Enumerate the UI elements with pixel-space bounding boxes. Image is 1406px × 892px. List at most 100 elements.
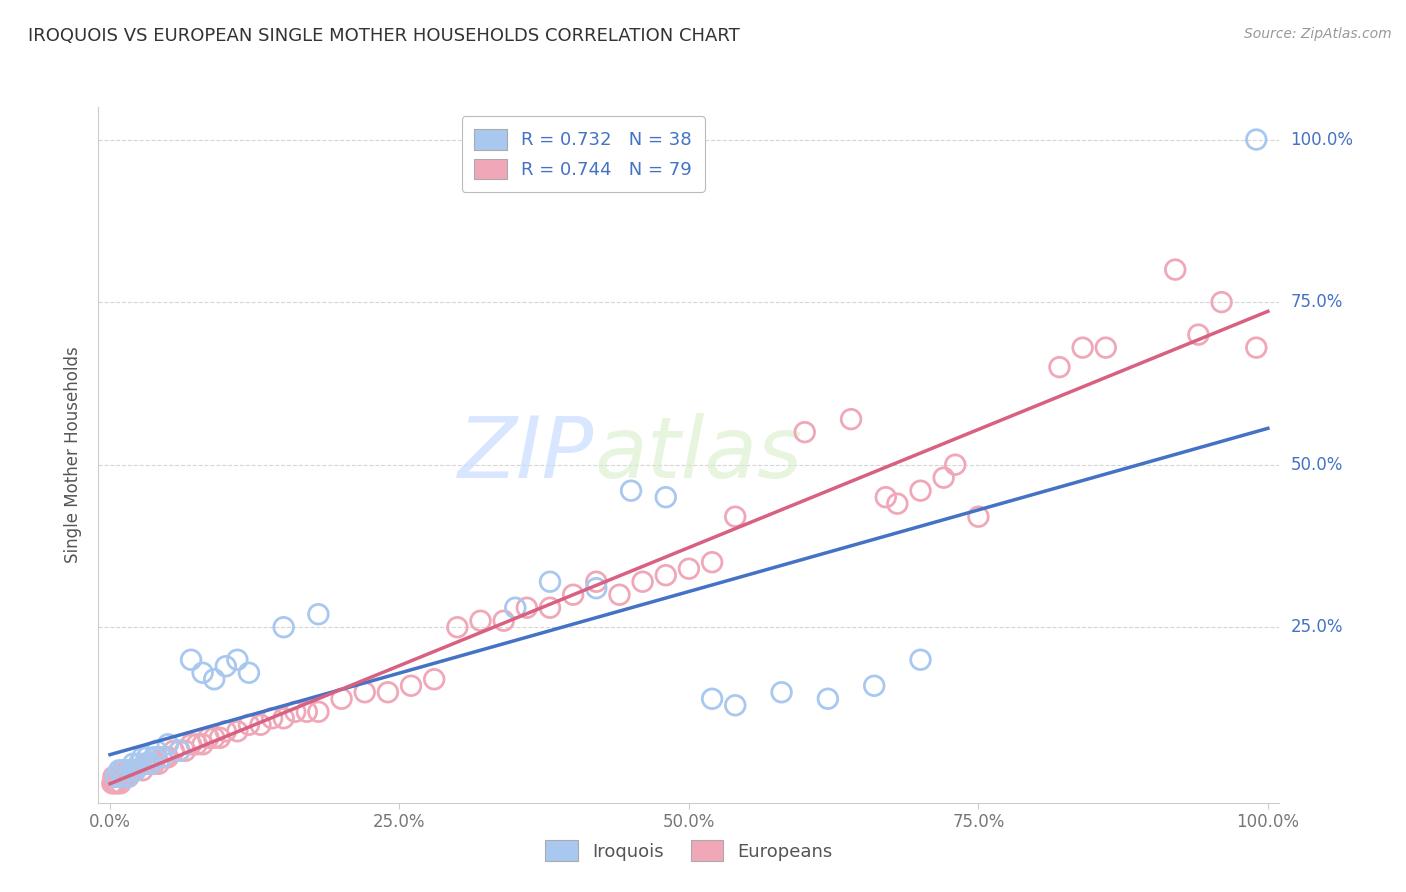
Point	[104, 776, 127, 790]
Point	[585, 574, 607, 589]
Point	[120, 764, 142, 778]
Point	[103, 770, 125, 784]
Point	[150, 750, 173, 764]
Point	[631, 574, 654, 589]
Point	[169, 744, 191, 758]
Point	[120, 764, 142, 778]
Point	[1094, 341, 1116, 355]
Point	[131, 750, 153, 764]
Point	[655, 568, 678, 582]
Point	[503, 600, 526, 615]
Point	[446, 620, 468, 634]
Point	[655, 490, 678, 504]
Point	[124, 764, 146, 778]
Point	[817, 691, 839, 706]
Point	[724, 698, 747, 713]
Point	[169, 744, 191, 758]
Point	[910, 653, 932, 667]
Point	[238, 665, 260, 680]
Point	[143, 756, 166, 771]
Point	[110, 770, 132, 784]
Point	[1211, 295, 1233, 310]
Text: Source: ZipAtlas.com: Source: ZipAtlas.com	[1244, 27, 1392, 41]
Point	[122, 764, 145, 778]
Point	[238, 718, 260, 732]
Point	[180, 737, 202, 751]
Point	[202, 672, 225, 686]
Y-axis label: Single Mother Households: Single Mother Households	[65, 347, 83, 563]
Point	[273, 711, 295, 725]
Point	[377, 685, 399, 699]
Point	[875, 490, 897, 504]
Point	[492, 614, 515, 628]
Point	[538, 600, 561, 615]
Point	[110, 770, 132, 784]
Point	[1187, 327, 1209, 342]
Point	[112, 764, 135, 778]
Point	[538, 574, 561, 589]
Point	[128, 756, 150, 771]
Point	[284, 705, 307, 719]
Text: 75.0%: 75.0%	[1291, 293, 1343, 311]
Point	[353, 685, 375, 699]
Point	[863, 679, 886, 693]
Point	[150, 750, 173, 764]
Point	[197, 731, 219, 745]
Point	[620, 483, 643, 498]
Point	[770, 685, 793, 699]
Point	[104, 770, 127, 784]
Text: 25.0%: 25.0%	[1291, 618, 1343, 636]
Point	[111, 764, 134, 778]
Point	[128, 756, 150, 771]
Point	[330, 691, 353, 706]
Point	[145, 744, 167, 758]
Point	[186, 737, 208, 751]
Text: IROQUOIS VS EUROPEAN SINGLE MOTHER HOUSEHOLDS CORRELATION CHART: IROQUOIS VS EUROPEAN SINGLE MOTHER HOUSE…	[28, 27, 740, 45]
Point	[470, 614, 492, 628]
Point	[156, 737, 179, 751]
Point	[122, 756, 145, 771]
Point	[307, 705, 329, 719]
Point	[273, 620, 295, 634]
Point	[249, 718, 271, 732]
Point	[215, 659, 238, 673]
Point	[562, 588, 585, 602]
Point	[307, 607, 329, 622]
Point	[155, 750, 177, 764]
Point	[180, 653, 202, 667]
Point	[108, 770, 131, 784]
Text: atlas: atlas	[595, 413, 803, 497]
Text: 100.0%: 100.0%	[1291, 130, 1354, 149]
Point	[678, 562, 700, 576]
Point	[1246, 132, 1268, 146]
Point	[139, 756, 162, 771]
Point	[117, 764, 139, 778]
Point	[107, 770, 129, 784]
Point	[101, 776, 124, 790]
Point	[134, 756, 156, 771]
Point	[105, 776, 128, 790]
Point	[700, 691, 723, 706]
Point	[136, 750, 159, 764]
Point	[191, 665, 214, 680]
Point	[1246, 341, 1268, 355]
Point	[1049, 360, 1071, 375]
Point	[143, 750, 166, 764]
Point	[839, 412, 862, 426]
Point	[131, 764, 153, 778]
Point	[1164, 262, 1187, 277]
Point	[139, 756, 162, 771]
Point	[399, 679, 422, 693]
Point	[215, 724, 238, 739]
Point	[124, 764, 146, 778]
Point	[202, 731, 225, 745]
Point	[585, 581, 607, 595]
Point	[967, 509, 990, 524]
Point	[110, 776, 132, 790]
Point	[700, 555, 723, 569]
Point	[932, 471, 955, 485]
Point	[295, 705, 318, 719]
Point	[208, 731, 231, 745]
Point	[191, 737, 214, 751]
Point	[1071, 341, 1094, 355]
